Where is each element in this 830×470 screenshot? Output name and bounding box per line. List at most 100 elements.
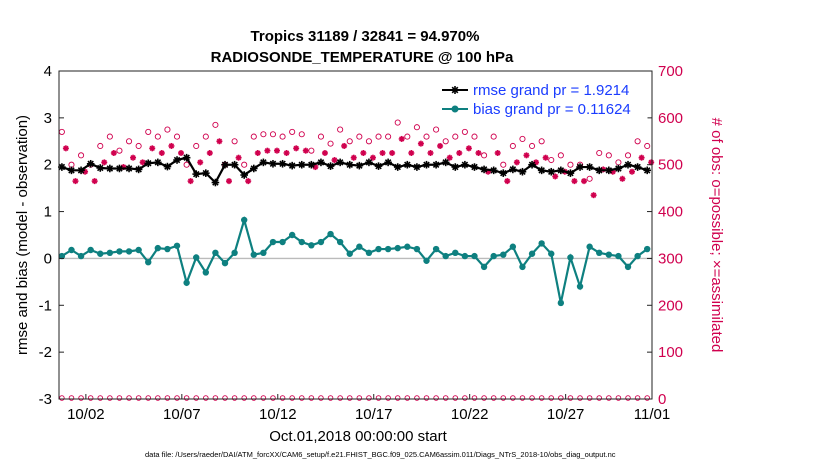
- rmse-point: [413, 163, 421, 171]
- bias-point: [288, 231, 296, 239]
- bias-point: [317, 238, 325, 246]
- legend-box: [437, 75, 648, 121]
- rmse-point: [528, 160, 536, 169]
- obs-assimilated-point: [475, 150, 482, 156]
- legend-rmse-star: [451, 86, 459, 94]
- bias-point: [500, 251, 507, 258]
- bias-point: [164, 245, 171, 253]
- obs-possible-point: [202, 133, 209, 140]
- obs-zero-point: [596, 395, 602, 401]
- obs-zero-point: [548, 395, 554, 401]
- rmse-point: [317, 158, 325, 167]
- obs-possible-point: [442, 138, 449, 145]
- obs-possible-point: [212, 121, 219, 128]
- rmse-point: [480, 165, 488, 174]
- obs-zero-point: [337, 395, 343, 401]
- rmse-point: [163, 162, 172, 171]
- bias-point: [519, 263, 526, 271]
- bias-point: [125, 248, 133, 255]
- obs-assimilated-point: [130, 154, 137, 161]
- obs-zero-point: [174, 395, 180, 401]
- rmse-point: [547, 167, 556, 176]
- bias-point: [240, 216, 248, 224]
- y2-tick-label: 700: [658, 63, 683, 80]
- bias-point: [567, 254, 574, 261]
- obs-possible-point: [308, 147, 315, 154]
- legend-bias-marker: [451, 105, 459, 113]
- obs-zero-point: [586, 395, 593, 401]
- obs-zero-point: [644, 395, 650, 401]
- obs-possible-point: [269, 131, 277, 138]
- obs-zero-point: [606, 395, 612, 401]
- rmse-point: [259, 158, 268, 167]
- rmse-point: [67, 166, 76, 175]
- rmse-point: [518, 167, 527, 176]
- y-tick-label: -1: [39, 297, 52, 314]
- obs-zero-point: [222, 395, 228, 401]
- rmse-point: [173, 156, 181, 164]
- y-tick-label: -2: [39, 344, 52, 361]
- rmse-point: [624, 160, 632, 169]
- obs-zero-point: [68, 395, 75, 401]
- obs-zero-point: [394, 395, 401, 401]
- rmse-point: [249, 164, 258, 173]
- obs-zero-point: [145, 395, 151, 401]
- rmse-point: [566, 169, 575, 177]
- obs-possible-point: [193, 142, 200, 150]
- obs-assimilated-point: [417, 140, 424, 147]
- bias-point: [346, 250, 353, 257]
- chart-subtitle: RADIOSONDE_TEMPERATURE @ 100 hPa: [211, 49, 514, 66]
- obs-zero-point: [270, 395, 276, 401]
- legend-rmse-marker: [451, 86, 459, 94]
- axes: -3 -2 -1 0 1 2 3 4 0 100 200 300 400 500 600 700 10/02 10…: [39, 63, 683, 423]
- obs-assimilated-point: [494, 150, 501, 156]
- obs-possible-point: [164, 126, 171, 133]
- bias-point: [68, 246, 75, 254]
- obs-possible-point: [481, 152, 488, 159]
- legend: rmse grand pr = 1.9214 bias grand pr = 0…: [437, 75, 648, 121]
- obs-zero-point: [500, 395, 507, 401]
- rmse-point: [269, 159, 277, 168]
- obs-assimilated-point: [552, 173, 559, 180]
- obs-zero-point: [97, 395, 104, 401]
- obs-zero-point: [433, 395, 439, 401]
- rmse-point: [393, 163, 402, 171]
- bias-point: [432, 245, 440, 253]
- obs-possible-point: [471, 133, 478, 140]
- y-tick-label: 0: [44, 250, 52, 267]
- obs-possible-point: [423, 133, 430, 140]
- obs-possible-point: [375, 133, 382, 140]
- obs-zero-point: [164, 395, 171, 401]
- obs-assimilated-point: [216, 138, 223, 145]
- obs-assimilated-point: [158, 150, 165, 156]
- obs-assimilated-point: [437, 142, 444, 149]
- rmse-point: [470, 163, 479, 171]
- bias-point: [154, 244, 162, 252]
- obs-assimilated-point: [542, 154, 549, 161]
- bias-point: [509, 243, 517, 250]
- obs-zero-point: [279, 395, 286, 401]
- rmse-point: [182, 153, 191, 162]
- rmse-point: [326, 162, 335, 170]
- legend-bias-label: bias grand pr = 0.11624: [473, 101, 631, 118]
- obs-possible-point: [327, 140, 334, 147]
- obs-assimilated-point: [187, 178, 194, 185]
- obs-possible-point: [279, 133, 286, 140]
- obs-zero-point: [519, 395, 526, 401]
- bias-point: [116, 248, 123, 255]
- x-tick-label: 10/02: [67, 406, 105, 423]
- obs-assimilated-point: [427, 150, 434, 156]
- y2-tick-label: 300: [658, 250, 683, 267]
- bias-point: [183, 279, 190, 286]
- rmse-point: [211, 178, 220, 187]
- obs-zero-point: [442, 395, 449, 401]
- bias-point: [298, 238, 305, 246]
- obs-assimilated-point: [523, 152, 530, 159]
- obs-possible-point: [567, 161, 574, 168]
- bias-point: [336, 238, 344, 246]
- obs-assimilated-point: [321, 150, 328, 156]
- obs-assimilated-point: [62, 145, 69, 152]
- obs-possible-point: [78, 152, 85, 159]
- rmse-point: [633, 163, 642, 171]
- obs-possible-point: [298, 131, 305, 138]
